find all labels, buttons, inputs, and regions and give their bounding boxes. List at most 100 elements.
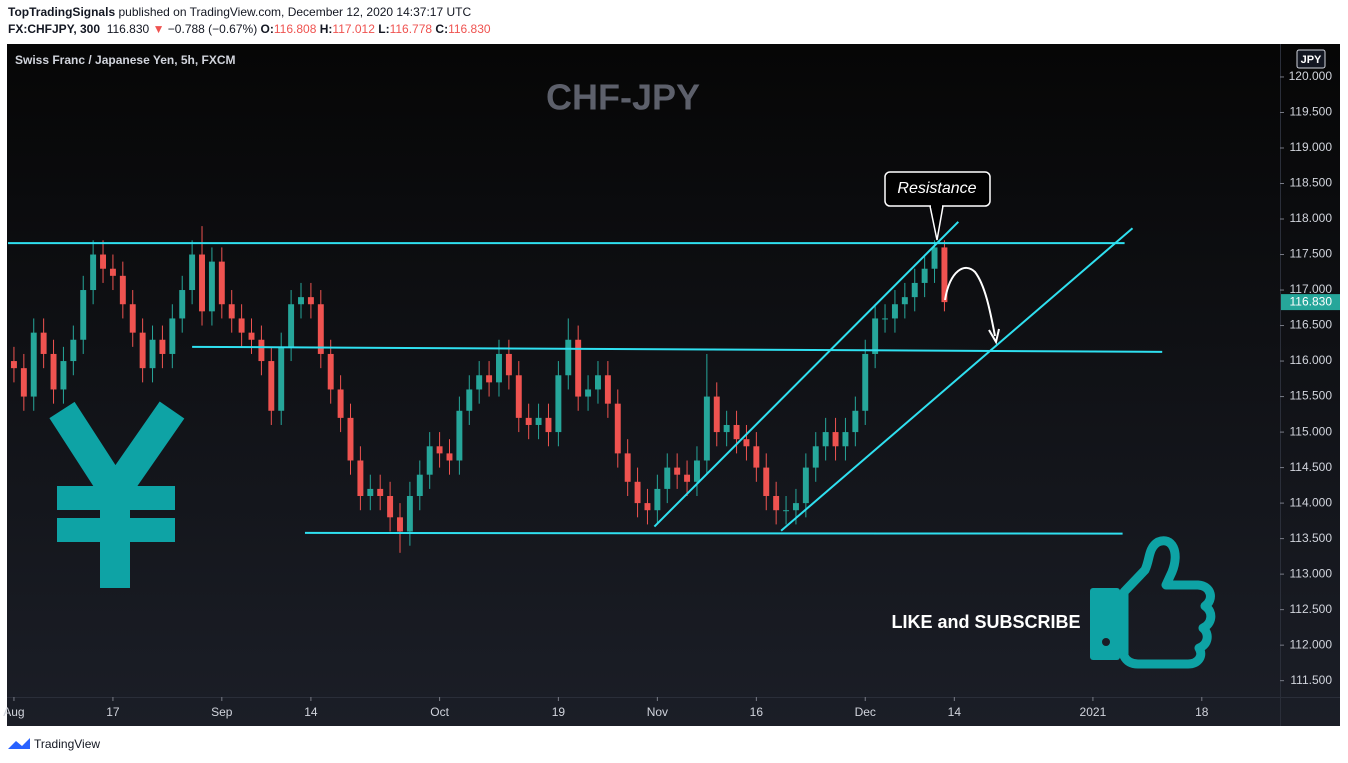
- watermark: CHF-JPY: [546, 77, 700, 118]
- callout-joint: [931, 203, 942, 208]
- candle-body: [357, 460, 364, 497]
- plot: [8, 221, 1163, 553]
- low: 116.778: [389, 22, 433, 36]
- candle-body: [921, 268, 928, 283]
- candle-body: [674, 467, 681, 475]
- y-tick-label: 112.000: [1290, 637, 1333, 651]
- candle-body: [258, 339, 265, 362]
- y-tick-label: 111.500: [1290, 673, 1332, 687]
- candle-body: [436, 446, 443, 454]
- candle-body: [931, 247, 938, 269]
- candle-body: [773, 496, 780, 511]
- candle-body: [10, 361, 17, 369]
- candle-body: [535, 417, 542, 425]
- candle-body: [347, 417, 354, 461]
- candle-body: [228, 304, 235, 319]
- y-tick-label: 115.000: [1290, 424, 1333, 438]
- candle-body: [862, 353, 869, 411]
- x-tick-label: 17: [106, 705, 120, 719]
- candle-body: [505, 353, 512, 376]
- quote-line: FX:CHFJPY, 300 116.830 ▼ −0.788 (−0.67%)…: [8, 22, 491, 36]
- x-tick-label: 14: [304, 705, 318, 719]
- candle-body: [486, 375, 493, 383]
- candle-body: [416, 474, 423, 497]
- candle-body: [268, 361, 275, 411]
- candle-body: [337, 389, 344, 418]
- y-tick-label: 116.000: [1290, 353, 1333, 367]
- candle-body: [476, 375, 483, 390]
- candle-body: [20, 368, 27, 397]
- y-tick-label: 117.000: [1290, 282, 1333, 296]
- candle-body: [832, 432, 839, 447]
- symbol: FX:CHFJPY, 300: [8, 22, 101, 36]
- candle-body: [792, 503, 799, 511]
- candle-body: [119, 275, 126, 305]
- candle-body: [624, 453, 631, 482]
- candle-body: [852, 410, 859, 433]
- y-tick-label: 120.000: [1289, 69, 1333, 83]
- y-tick-label: 119.000: [1290, 140, 1333, 154]
- last: 116.830: [106, 22, 150, 36]
- candle-body: [100, 254, 106, 269]
- candle-body: [882, 318, 889, 320]
- candle-body: [654, 488, 661, 511]
- currency: JPY: [1301, 54, 1322, 66]
- candle-body: [208, 261, 215, 312]
- candle-body: [515, 375, 522, 418]
- y-tick-label: 113.000: [1290, 566, 1333, 580]
- footer-logo: [8, 738, 30, 749]
- candle-body: [377, 488, 384, 497]
- candle-body: [426, 446, 433, 475]
- candle-body: [278, 346, 285, 411]
- candle-body: [129, 304, 136, 333]
- candle-body: [199, 254, 205, 312]
- candle-body: [169, 318, 176, 354]
- candle-body: [693, 460, 700, 482]
- currency-box: [1296, 49, 1326, 69]
- arrow: ▼: [152, 22, 165, 36]
- close: 116.830: [448, 22, 491, 36]
- candle-body: [525, 417, 532, 425]
- y-tick-label: 115.500: [1290, 389, 1333, 403]
- footer-brand: TradingView: [34, 737, 100, 751]
- candle-body: [644, 503, 651, 511]
- chart-background: [7, 44, 1340, 726]
- candle-body: [585, 389, 592, 397]
- candle-body: [159, 339, 166, 354]
- candle-body: [238, 318, 245, 333]
- last-price-box: [1281, 294, 1340, 311]
- x-tick-label: Sep: [211, 705, 233, 719]
- candle-body: [753, 446, 760, 468]
- candle-body: [179, 290, 186, 319]
- thumbs-up-icon: [1090, 536, 1216, 669]
- publish-line: TopTradingSignals published on TradingVi…: [8, 5, 471, 19]
- candle-body: [664, 467, 671, 489]
- projection-arrow: [944, 266, 996, 337]
- trend-line: [304, 531, 1123, 535]
- candle-body: [901, 297, 908, 305]
- candle-body: [40, 332, 47, 354]
- x-tick-label: Aug: [3, 705, 24, 719]
- low-label: L:: [378, 22, 390, 36]
- y-tick-label: 118.000: [1290, 211, 1333, 225]
- candle-body: [406, 496, 413, 532]
- arrow-head: [988, 328, 1000, 345]
- close-label: C:: [435, 22, 449, 36]
- yen-bar: [57, 486, 175, 510]
- candle-body: [891, 304, 898, 319]
- candle-body: [327, 353, 334, 390]
- open-label: O:: [260, 22, 274, 36]
- candle-body: [248, 332, 255, 340]
- candle-body: [288, 304, 295, 347]
- candle-body: [90, 254, 97, 291]
- x-tick-label: 14: [948, 705, 962, 719]
- candle-body: [139, 332, 146, 369]
- x-tick-label: Dec: [855, 705, 876, 719]
- candle-body: [218, 261, 225, 305]
- published: published on TradingView.com, December 1…: [118, 5, 472, 19]
- candle-body: [684, 474, 691, 482]
- y-tick-label: 116.500: [1290, 318, 1333, 332]
- candle-body: [723, 424, 730, 433]
